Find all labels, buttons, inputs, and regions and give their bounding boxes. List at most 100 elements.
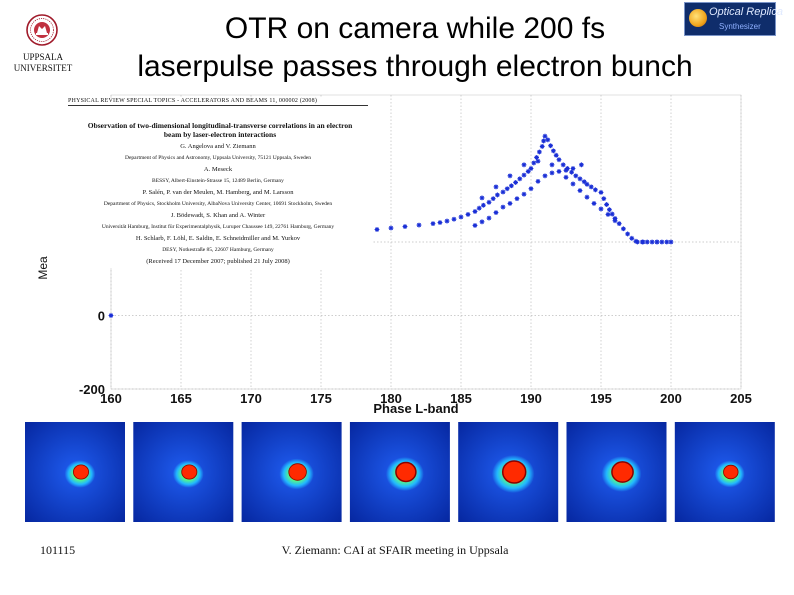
data-point xyxy=(437,220,443,225)
data-point xyxy=(513,180,518,185)
data-point xyxy=(570,166,576,171)
x-tick-label: 190 xyxy=(520,391,542,406)
data-point xyxy=(430,221,436,227)
x-tick-label: 195 xyxy=(590,391,612,406)
data-point xyxy=(607,207,612,213)
data-point xyxy=(402,224,408,229)
data-point xyxy=(668,239,674,245)
data-point xyxy=(639,239,645,245)
x-axis-label: Phase L-band xyxy=(373,401,458,415)
paper-line: H. Schlarb, F. Löhl, E. Saldin, E. Schne… xyxy=(135,235,301,242)
data-point xyxy=(549,170,555,176)
data-point xyxy=(451,216,457,222)
beam-image-frame xyxy=(241,422,342,522)
data-point xyxy=(649,239,655,245)
beam-image-frame xyxy=(133,422,234,522)
data-point xyxy=(588,184,594,190)
data-point xyxy=(479,219,485,225)
beam-image-frame xyxy=(674,422,775,522)
paper-header-overlay: PHYSICAL REVIEW SPECIAL TOPICS - ACCELER… xyxy=(68,98,373,268)
x-tick-label: 170 xyxy=(240,391,262,406)
paper-line: P. Salén, P. van der Meulen, M. Hamberg,… xyxy=(142,189,294,196)
beam-core xyxy=(611,461,634,483)
data-point xyxy=(556,157,562,163)
data-point xyxy=(612,218,618,224)
data-point xyxy=(444,218,450,224)
data-point xyxy=(625,231,630,237)
beam-core xyxy=(501,460,527,484)
university-name-line2: UNIVERSITET xyxy=(13,63,73,73)
footer-caption: V. Ziemann: CAI at SFAIR meeting in Upps… xyxy=(281,543,509,557)
data-point xyxy=(629,235,635,241)
paper-line: Department of Physics, Stockholm Univers… xyxy=(103,200,333,207)
data-point xyxy=(591,201,597,206)
data-point xyxy=(584,181,590,187)
data-point xyxy=(570,181,576,187)
paper-line: DESY, Notkestraße 85, 22607 Hamburg, Ger… xyxy=(162,246,274,253)
y-tick-label: -200 xyxy=(79,382,105,397)
data-point xyxy=(542,173,548,179)
paper-line: Universität Hamburg, Institut für Experi… xyxy=(101,223,335,230)
data-point xyxy=(493,184,499,190)
data-point xyxy=(479,195,485,201)
data-point xyxy=(584,194,590,200)
beam-core xyxy=(181,464,198,480)
data-point xyxy=(486,215,492,221)
beam-image-frame xyxy=(349,422,450,522)
slide-title-line1: OTR on camera while 200 fs xyxy=(224,12,606,45)
beam-image-frame xyxy=(458,422,559,522)
data-point xyxy=(605,212,611,217)
slide-title-line2: laserpulse passes through electron bunch xyxy=(137,50,693,83)
data-point xyxy=(534,155,539,160)
x-tick-label: 205 xyxy=(730,391,752,406)
paper-title: Observation of two-dimensional longitudi… xyxy=(87,121,353,139)
beam-image-strip xyxy=(25,422,775,522)
data-point xyxy=(458,214,464,220)
data-point xyxy=(541,138,546,144)
x-tick-label: 180 xyxy=(380,391,402,406)
data-point xyxy=(563,174,569,180)
data-point xyxy=(598,206,604,212)
x-tick-label: 160 xyxy=(100,391,122,406)
data-point xyxy=(525,169,531,174)
x-tick-label: 165 xyxy=(170,391,192,406)
data-point xyxy=(644,239,650,245)
data-point xyxy=(521,191,527,197)
data-point xyxy=(621,226,626,232)
data-point xyxy=(659,239,665,245)
data-point xyxy=(374,227,380,232)
paper-line: A. Meseck xyxy=(203,166,233,173)
slide-title: OTR on camera while 200 fs laserpulse pa… xyxy=(70,10,760,86)
data-point xyxy=(616,221,622,227)
university-name-line1: UPPSALA xyxy=(22,52,63,62)
beam-core xyxy=(723,464,739,480)
data-point xyxy=(531,160,537,166)
data-point xyxy=(577,176,583,182)
sun-icon xyxy=(689,9,707,27)
data-point xyxy=(465,212,471,217)
y-axis-label: Mea xyxy=(36,256,50,280)
university-name: UPPSALA UNIVERSITET xyxy=(12,52,74,74)
paper-line: BESSY, Albert-Einstein-Strasse 15, 12489… xyxy=(152,177,284,184)
data-point xyxy=(553,152,559,158)
data-point xyxy=(542,133,548,139)
x-tick-label: 185 xyxy=(450,391,472,406)
y-tick-label: 0 xyxy=(98,309,105,324)
uppsala-university-logo: UPPSALA UNIVERSITET xyxy=(12,14,72,84)
data-point xyxy=(500,204,506,210)
data-point xyxy=(495,192,500,198)
beam-core xyxy=(395,461,417,483)
data-point xyxy=(416,222,422,228)
uppsala-seal-icon xyxy=(26,14,58,46)
data-point xyxy=(514,196,520,202)
optical-replica-logo-icon: Optical Replica Synthesizer xyxy=(684,2,783,36)
data-point xyxy=(528,166,534,171)
data-point xyxy=(476,205,482,211)
x-tick-label: 200 xyxy=(660,391,682,406)
data-point xyxy=(654,239,660,245)
data-point xyxy=(507,201,513,206)
data-point xyxy=(509,183,514,189)
data-point xyxy=(108,313,114,318)
data-point xyxy=(521,162,527,168)
data-point xyxy=(551,148,556,154)
